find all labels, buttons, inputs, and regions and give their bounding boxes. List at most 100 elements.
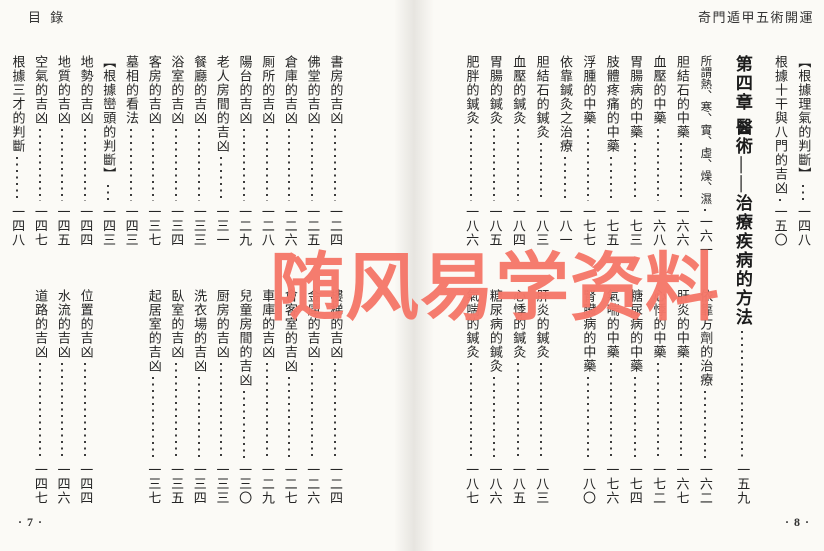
toc-entry: 會客室的吉凶 一二七 bbox=[282, 289, 298, 505]
toc-entry: 位置的吉凶 一四四 bbox=[78, 289, 93, 505]
toc-entry-label: 車庫的吉凶 bbox=[260, 289, 276, 359]
toc-entry-label: 洗衣場的吉凶 bbox=[192, 289, 208, 373]
toc-entry-label: 心悸的中藥 bbox=[651, 289, 667, 359]
toc-entry: 金庫的吉凶 一二六 bbox=[305, 289, 320, 505]
toc-entry: 客房的吉凶 一三七 bbox=[146, 55, 161, 247]
toc-entry: 地勢的吉凶 一四四 bbox=[78, 55, 93, 247]
toc-entry-label: 肢體疼痛的中藥 bbox=[604, 55, 620, 153]
toc-entry: 浮腫的中藥 一七七 bbox=[580, 55, 597, 247]
toc-entry-page: 一三三 bbox=[214, 463, 230, 505]
toc-entry-label: 佛堂的吉凶 bbox=[305, 55, 321, 125]
toc-entry-page: 一四五 bbox=[55, 205, 71, 247]
toc-entry-label: 地勢的吉凶 bbox=[78, 55, 94, 125]
toc-entry: 肢體疼痛的中藥 一七五 bbox=[604, 55, 619, 247]
toc-column: 書房的吉凶 一二四樓梯的吉凶 一二四 bbox=[324, 55, 346, 505]
toc-column: 客房的吉凶 一三七 起居室的吉凶 一三七 bbox=[142, 55, 164, 505]
toc-entry-label: 氣喘的鍼灸 bbox=[464, 289, 480, 359]
toc-entry-label: 金庫的吉凶 bbox=[305, 289, 321, 359]
toc-entry-page: 一七六 bbox=[604, 463, 620, 505]
toc-entry-page: 一八六 bbox=[487, 463, 503, 505]
dot-leader bbox=[703, 391, 706, 459]
toc-entry-page: 一八四 bbox=[510, 205, 526, 247]
toc-entry: 水流的吉凶 一四六 bbox=[55, 289, 71, 505]
toc-entry-page: 一三四 bbox=[191, 463, 207, 505]
toc-entry-label: 兒童房間的吉凶 bbox=[237, 289, 253, 387]
toc-entry: 依靠方劑的治療 一六二 bbox=[697, 289, 713, 505]
dot-leader bbox=[470, 363, 472, 459]
dot-leader bbox=[38, 363, 41, 459]
toc-entry-page: 一八三 bbox=[534, 205, 550, 247]
toc-entry-page: 一三〇 bbox=[237, 463, 253, 505]
toc-entry: 厨房的吉凶 一三三 bbox=[214, 289, 229, 505]
toc-entry: 地質的吉凶 一四五 bbox=[55, 55, 71, 247]
toc-entry-page: 一四三 bbox=[100, 205, 116, 247]
toc-entry: 餐廳的吉凶 一三三 bbox=[191, 55, 208, 247]
toc-entry: 浴室的吉凶 一三四 bbox=[168, 55, 184, 247]
toc-entry-page: 一四四 bbox=[78, 463, 94, 505]
toc-entry-label: 肝炎的鍼灸 bbox=[534, 289, 550, 359]
toc-entry: 起居室的吉凶 一三七 bbox=[146, 289, 161, 505]
dot-leader bbox=[243, 391, 246, 459]
dot-leader bbox=[174, 363, 177, 459]
dot-leader bbox=[680, 143, 683, 201]
toc-entry-page: 一二七 bbox=[282, 463, 298, 505]
toc-entry-page: 一三五 bbox=[169, 463, 185, 505]
toc-entry-label: 書房的吉凶 bbox=[328, 55, 344, 125]
toc-column: 佛堂的吉凶 一二五 金庫的吉凶 一二六 bbox=[301, 55, 323, 505]
toc-entry: 依靠鍼灸之治療 一八一 bbox=[557, 55, 573, 247]
dot-leader bbox=[84, 129, 87, 201]
dot-leader bbox=[633, 377, 636, 459]
toc-column: 肢體疼痛的中藥 一七五 氣喘的中藥 一七六 bbox=[600, 55, 622, 505]
toc-entry-label: 糖尿病的中藥 bbox=[628, 289, 644, 373]
toc-entry: 樓梯的吉凶 一二四 bbox=[327, 289, 343, 505]
toc-entry-label: 起居室的吉凶 bbox=[146, 289, 162, 373]
toc-entry-page: 一四七 bbox=[32, 205, 48, 247]
toc-entry: 血壓的中藥 一六八 bbox=[651, 55, 666, 247]
dot-leader bbox=[61, 363, 64, 459]
toc-entry-label: 道路的吉凶 bbox=[33, 289, 49, 359]
dot-leader bbox=[197, 129, 200, 201]
dot-leader bbox=[516, 363, 519, 459]
toc-column: 血壓的鍼灸 一八四 心悸的鍼灸 一八五 bbox=[507, 55, 529, 505]
toc-entry: 胆結石的鍼灸 一八三 bbox=[534, 55, 549, 247]
dot-leader bbox=[741, 331, 744, 459]
toc-entry-page: 一三七 bbox=[146, 205, 162, 247]
toc-entry: 所謂熱、寒、實、虛、燥、濕 一六一 bbox=[698, 55, 713, 257]
toc-entry-page: 一八〇 bbox=[581, 463, 597, 505]
toc-chapter-column: 第四章 醫術——治療疾病的方法 一五九 bbox=[722, 55, 762, 505]
dot-leader bbox=[197, 377, 200, 459]
toc-entry-label: 肥胖的鍼灸 bbox=[464, 55, 480, 125]
toc-entry-label: 餐廳的吉凶 bbox=[192, 55, 208, 125]
toc-right-page: 【根據理氣的判斷】 一四八 根據十干與八門的吉凶 一五〇 第四章 醫術——治療疾病的方法… bbox=[460, 55, 814, 505]
toc-entry: 【根據理氣的判斷】 一四八 bbox=[795, 55, 811, 247]
toc-entry-page: 一三一 bbox=[214, 205, 230, 247]
toc-entry-page: 一六二 bbox=[697, 463, 713, 505]
toc-column: 胃腸病的中藥 一七三 糖尿病的中藥 一七四 bbox=[624, 55, 646, 505]
dot-leader bbox=[610, 363, 613, 459]
dot-leader bbox=[516, 129, 519, 201]
toc-column: 血壓的中藥 一六八 心悸的中藥 一七二 bbox=[647, 55, 669, 505]
left-page-header: 目 錄 bbox=[28, 10, 67, 25]
dot-leader bbox=[586, 377, 589, 459]
dot-leader bbox=[493, 377, 496, 459]
toc-entry: 車庫的吉凶 一二九 bbox=[259, 289, 276, 505]
dot-leader bbox=[38, 129, 41, 201]
toc-column: 【根據理氣的判斷】 一四八 bbox=[792, 55, 814, 505]
toc-entry-page: 一七七 bbox=[581, 205, 597, 247]
toc-entry-label: 糖尿病的鍼灸 bbox=[487, 289, 503, 373]
dot-leader bbox=[333, 363, 336, 459]
toc-entry-page: 一六六 bbox=[674, 205, 690, 247]
book-title-header: 奇門遁甲五術開運 bbox=[697, 10, 814, 25]
toc-entry-label: 會客室的吉凶 bbox=[282, 289, 298, 373]
toc-entry-label: 腎臟病的中藥 bbox=[581, 289, 597, 373]
page-number-right: · 8 · bbox=[784, 515, 810, 529]
toc-entry: 陽台的吉凶 一二九 bbox=[237, 55, 252, 247]
toc-entry-page: 一七四 bbox=[627, 463, 643, 505]
dot-leader bbox=[288, 377, 291, 459]
dot-leader bbox=[563, 157, 566, 201]
dot-leader bbox=[311, 363, 314, 459]
toc-entry: 書房的吉凶 一二四 bbox=[327, 55, 344, 247]
toc-entry-label: 胆結石的鍼灸 bbox=[534, 55, 550, 139]
dot-leader bbox=[610, 157, 613, 201]
